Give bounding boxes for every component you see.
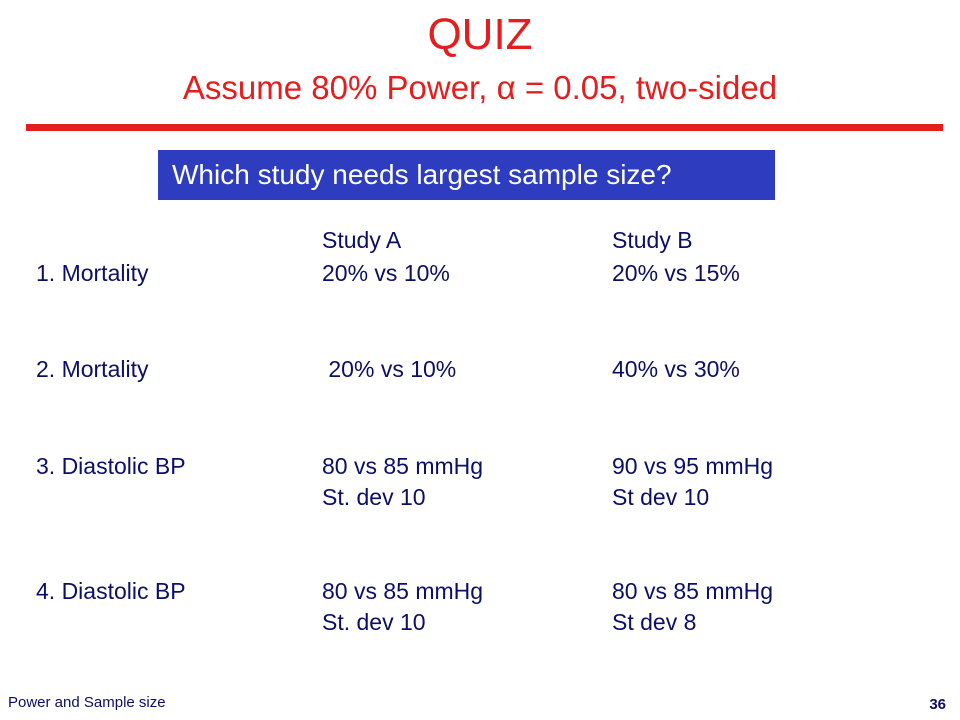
row-4-study-a-sd: St. dev 10 [322, 609, 426, 635]
row-2-label: 2. Mortality [36, 356, 149, 382]
question-banner: Which study needs largest sample size? [158, 150, 775, 200]
row-3-study-b-sd: St dev 10 [612, 484, 710, 510]
row-2-study-b: 40% vs 30% [612, 356, 740, 382]
row-4-study-b: 80 vs 85 mmHg [612, 578, 774, 604]
row-2-study-a: 20% vs 10% [322, 356, 457, 382]
row-1-study-a: 20% vs 10% [322, 260, 450, 286]
slide-subtitle: Assume 80% Power, α = 0.05, two-sided [182, 69, 778, 106]
row-3-label: 3. Diastolic BP [36, 453, 186, 479]
slide-title: QUIZ [427, 10, 533, 59]
title-divider [26, 124, 943, 131]
page-number: 36 [929, 696, 946, 713]
study-b-header: Study B [612, 227, 693, 253]
row-1-label: 1. Mortality [36, 260, 149, 286]
study-a-header: Study A [322, 227, 402, 253]
row-4-label: 4. Diastolic BP [36, 578, 186, 604]
row-3-study-a: 80 vs 85 mmHg [322, 453, 484, 479]
footer-text: Power and Sample size [8, 694, 166, 711]
row-4-study-a: 80 vs 85 mmHg [322, 578, 484, 604]
row-1-study-b: 20% vs 15% [612, 260, 740, 286]
row-3-study-a-sd: St. dev 10 [322, 484, 426, 510]
row-3-study-b: 90 vs 95 mmHg [612, 453, 774, 479]
row-4-study-b-sd: St dev 8 [612, 609, 697, 635]
